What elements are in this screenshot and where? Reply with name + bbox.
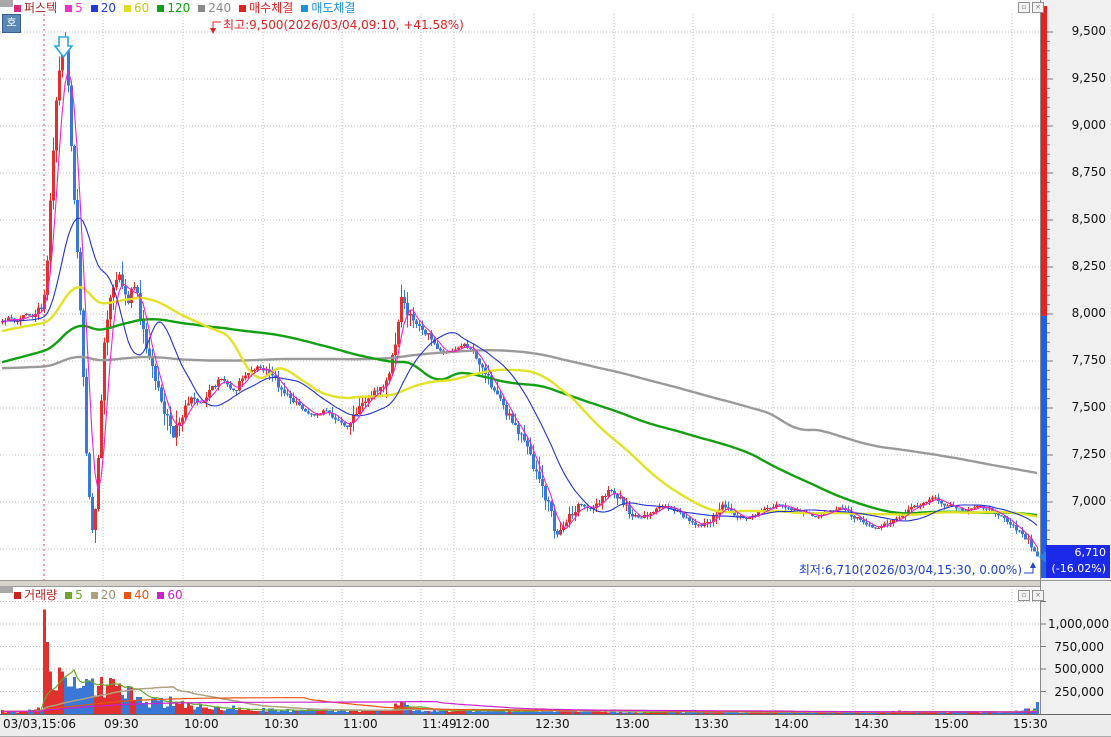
price-axis-label: 8,750 <box>1071 165 1106 179</box>
legend-label: 240 <box>208 1 232 15</box>
price-axis-label: 9,250 <box>1071 71 1106 85</box>
legend-swatch <box>14 592 21 599</box>
low-annotation: 최저:6,710(2026/03/04,15:30, 0.00%) <box>798 563 1022 577</box>
price-axis-label: 9,500 <box>1071 24 1106 38</box>
legend-swatch <box>90 5 98 12</box>
legend-item: 20 <box>90 588 117 602</box>
volume-panel-controls: ▫ × <box>1018 590 1044 601</box>
time-axis-label: 13:00 <box>615 717 650 731</box>
time-axis-label: 10:30 <box>264 717 299 731</box>
legend-swatch <box>157 592 165 599</box>
legend-label: 5 <box>75 1 83 15</box>
legend-label: 60 <box>134 1 150 15</box>
panel-grip-volume[interactable] <box>0 586 13 593</box>
price-axis-label: 8,000 <box>1071 306 1106 320</box>
volume-axis-label: 500,000 <box>1054 662 1104 676</box>
time-axis-label: 12:00 <box>455 717 490 731</box>
high-annotation: 최고:9,500(2026/03/04,09:10, +41.58%) <box>223 18 464 32</box>
legend-swatch <box>198 5 206 12</box>
legend-item: 40 <box>124 589 149 602</box>
time-axis-label: 11:00 <box>343 717 378 731</box>
time-axis-label: 10:00 <box>184 717 219 731</box>
legend-label: 120 <box>167 1 191 15</box>
legend-swatch <box>14 5 21 12</box>
volume-axis-label: 750,000 <box>1054 640 1104 654</box>
legend-swatch <box>157 5 165 12</box>
time-axis-label: 13:30 <box>694 717 729 731</box>
legend-swatch <box>65 592 73 599</box>
legend-item: 매수체결 <box>239 2 293 15</box>
current-price: 6,710 <box>1074 546 1107 559</box>
legend-label: 60 <box>167 588 183 602</box>
legend-item: 거래량 <box>14 589 57 602</box>
legend-swatch <box>65 5 73 12</box>
close-icon[interactable]: × <box>1032 590 1044 601</box>
volume-axis-label: 1,000,000 <box>1048 617 1110 631</box>
restore-icon[interactable]: ▫ <box>1018 590 1030 601</box>
legend-item: 20 <box>90 1 117 15</box>
time-axis-label: 11:49 <box>422 717 457 731</box>
time-axis-label: 14:30 <box>854 717 889 731</box>
price-axis-label: 9,000 <box>1071 118 1106 132</box>
time-axis-label: 15:30 <box>1013 717 1048 731</box>
current-price-box: 6,710 (-16.02%) <box>1046 545 1108 578</box>
legend-item: 5 <box>65 2 83 15</box>
legend-label: 거래량 <box>24 588 58 602</box>
legend-label: 40 <box>134 588 150 602</box>
legend-label: 매수체결 <box>249 1 294 15</box>
legend-item: 120 <box>157 2 190 15</box>
legend-item: 60 <box>157 588 183 602</box>
main-panel-controls: ▫ × <box>1018 2 1044 13</box>
close-icon[interactable]: × <box>1032 2 1044 13</box>
price-axis-label: 8,500 <box>1071 212 1106 226</box>
price-axis-label: 7,250 <box>1071 447 1106 461</box>
restore-icon[interactable]: ▫ <box>1018 2 1030 13</box>
volume-axis-label: 250,000 <box>1054 685 1104 699</box>
legend-item: 매도체결 <box>301 2 355 15</box>
panel-grip-main[interactable] <box>0 0 13 7</box>
legend-swatch <box>239 5 247 12</box>
main-chart-legend: 퍼스텍 5 20 60 120 240 매수체결 매도체결 <box>14 2 363 15</box>
legend-label: 5 <box>75 588 83 602</box>
legend-label: 20 <box>100 1 117 15</box>
time-axis-label: 15:00 <box>934 717 969 731</box>
legend-label: 퍼스텍 <box>24 1 58 15</box>
price-axis-label: 8,250 <box>1071 259 1106 273</box>
price-axis-label: 7,500 <box>1071 400 1106 414</box>
legend-label: 매도체결 <box>311 1 356 15</box>
hoga-button[interactable]: 호 <box>2 14 21 33</box>
volume-legend: 거래량 5 20 40 60 <box>14 589 191 602</box>
price-axis-label: 7,750 <box>1071 353 1106 367</box>
legend-swatch <box>124 5 132 12</box>
time-axis-label: 09:30 <box>104 717 139 731</box>
legend-label: 20 <box>100 588 117 602</box>
time-axis-label: 14:00 <box>774 717 809 731</box>
legend-item: 240 <box>198 2 231 15</box>
time-axis-label: 03/03,15:06 <box>3 717 76 731</box>
legend-swatch <box>301 5 309 12</box>
current-change-pct: (-16.02%) <box>1051 562 1107 575</box>
legend-swatch <box>124 592 132 599</box>
legend-item: 퍼스텍 <box>14 2 57 15</box>
legend-item: 5 <box>65 589 83 602</box>
time-axis-label: 12:30 <box>535 717 570 731</box>
legend-swatch <box>90 592 98 599</box>
legend-item: 60 <box>124 2 149 15</box>
price-axis-label: 7,000 <box>1071 494 1106 508</box>
